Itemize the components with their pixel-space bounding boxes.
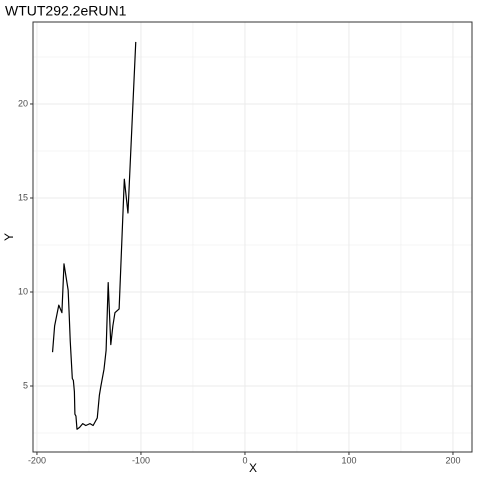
y-axis-title: Y: [2, 233, 16, 241]
x-tick-label: 0: [242, 455, 247, 465]
y-tick-label: 15: [18, 192, 28, 202]
panel-border: [32, 21, 473, 453]
y-tick-label: 20: [18, 98, 28, 108]
y-tick-label: 5: [23, 380, 28, 390]
x-tick-label: 200: [445, 455, 460, 465]
x-tick-label: 100: [341, 455, 356, 465]
data-line: [51, 41, 137, 430]
y-tick-label: 10: [18, 286, 28, 296]
marks: [51, 41, 137, 430]
x-axis-title: X: [249, 461, 257, 475]
chart-title: WTUT292.2eRUN1: [5, 3, 127, 19]
x-tick-label: -100: [132, 455, 150, 465]
x-tick-label: -200: [28, 455, 46, 465]
